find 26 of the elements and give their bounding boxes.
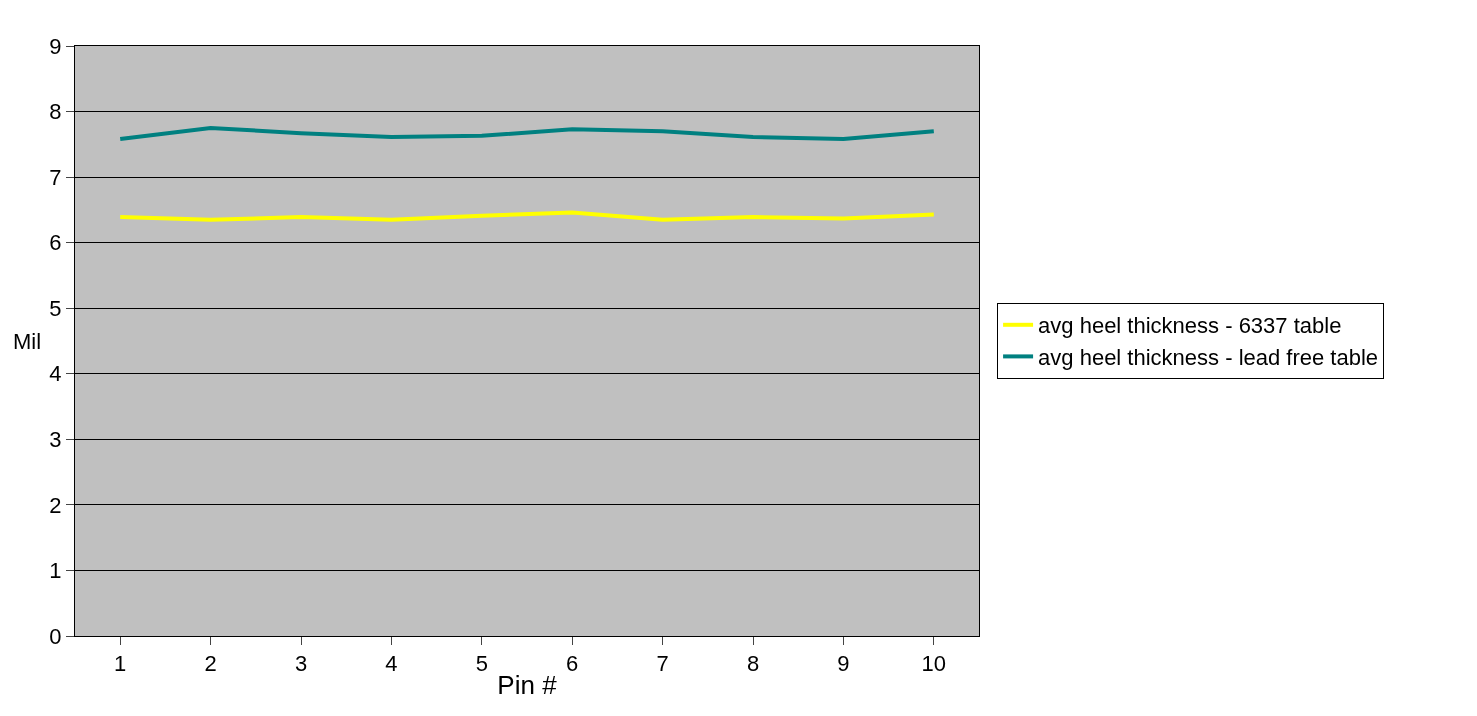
- x-tick-label: 2: [204, 651, 217, 677]
- line-series: [118, 210, 936, 222]
- x-tick-label: 1: [114, 651, 127, 677]
- y-tick-label: 3: [49, 427, 62, 453]
- x-tick-label: 9: [837, 651, 850, 677]
- x-tick-label: 3: [294, 651, 308, 677]
- x-tick-label: 10: [921, 651, 947, 677]
- x-axis-title: Pin #: [497, 670, 558, 701]
- y-tick-label: 0: [49, 623, 62, 649]
- x-tick-label: 7: [656, 651, 669, 677]
- x-tick-label: 6: [566, 651, 579, 677]
- y-tick-label: 9: [49, 33, 62, 59]
- x-tick-label: 8: [746, 651, 760, 677]
- x-tick-label: 4: [385, 651, 398, 677]
- y-axis-title: Mil: [13, 329, 42, 354]
- legend-label: avg heel thickness - 6337 table: [1038, 313, 1342, 339]
- x-tick-label: 5: [475, 651, 488, 677]
- y-tick-label: 2: [49, 492, 62, 518]
- y-tick-label: 7: [49, 164, 62, 190]
- legend-label: avg heel thickness - lead free table: [1038, 344, 1379, 370]
- y-tick-label: 4: [49, 361, 62, 387]
- y-tick-label: 8: [49, 99, 62, 125]
- y-tick-label: 1: [49, 558, 62, 584]
- line-series: [118, 125, 936, 142]
- y-tick-label: 6: [49, 230, 62, 256]
- y-tick-label: 5: [49, 295, 62, 321]
